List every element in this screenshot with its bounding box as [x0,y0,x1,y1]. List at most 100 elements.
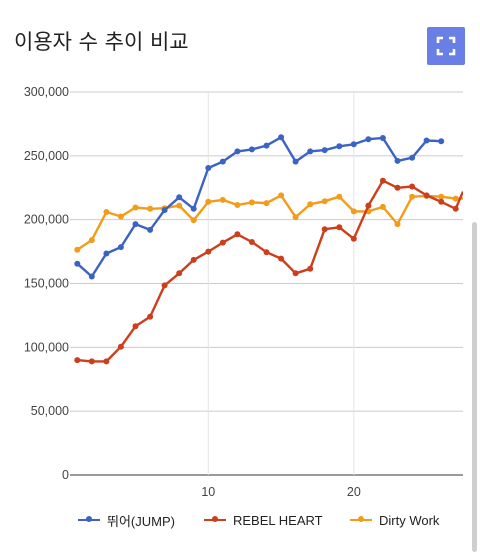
data-point-jump [379,135,386,141]
data-point-dirty-work [321,198,328,205]
legend-item-jump[interactable]: 뛰어(JUMP) [78,510,175,530]
y-tick-label: 150,000 [24,277,69,291]
data-point-jump [278,134,285,141]
data-point-rebel-heart [132,323,139,330]
data-point-dirty-work [438,193,445,200]
data-point-dirty-work [132,204,139,211]
data-point-jump [307,148,314,155]
data-point-dirty-work [219,196,226,203]
data-point-rebel-heart [147,313,154,320]
data-point-dirty-work [394,221,401,228]
data-point-dirty-work [278,192,285,199]
data-point-jump [88,273,95,280]
data-point-dirty-work [88,237,95,244]
data-point-dirty-work [452,195,459,202]
data-point-dirty-work [103,209,110,215]
data-point-jump [336,143,343,150]
scrollbar[interactable] [472,222,477,552]
data-point-dirty-work [379,203,386,210]
data-point-jump [394,157,401,164]
data-point-dirty-work [336,193,343,200]
y-tick-label: 50,000 [31,404,69,418]
legend-item-dirty-work[interactable]: Dirty Work [350,510,439,530]
data-point-rebel-heart [292,270,299,277]
fullscreen-icon [436,36,456,56]
data-point-rebel-heart [336,224,343,231]
data-point-rebel-heart [350,235,357,242]
data-point-rebel-heart [307,265,314,272]
y-tick-label: 0 [62,468,69,482]
data-point-dirty-work [409,193,416,200]
data-point-jump [438,138,445,145]
chart-legend: 뛰어(JUMP) REBEL HEART Dirty Work [0,510,480,530]
data-point-jump [190,205,197,212]
legend-swatch-dirty-work [350,516,372,522]
data-point-rebel-heart [423,192,430,199]
data-point-rebel-heart [161,282,168,289]
data-point-dirty-work [117,213,124,220]
data-point-dirty-work [307,201,314,208]
data-point-rebel-heart [88,358,95,365]
data-point-dirty-work [350,208,357,215]
data-point-jump [234,148,241,155]
data-point-rebel-heart [438,198,445,205]
data-point-jump [147,226,154,233]
legend-swatch-jump [78,516,100,522]
data-point-rebel-heart [205,248,212,255]
legend-label-jump: 뛰어(JUMP) [107,513,175,529]
x-tick-label: 10 [201,485,215,499]
series-line-jump [76,136,442,278]
x-tick-label: 20 [347,485,361,499]
data-point-jump [117,244,124,251]
legend-label-rebel-heart: REBEL HEART [233,512,323,528]
data-point-dirty-work [147,205,154,212]
data-point-jump [350,141,357,148]
data-point-dirty-work [74,246,81,253]
data-point-jump [205,165,212,171]
series-line-dirty-work [76,194,463,251]
data-point-jump [365,136,372,143]
data-point-rebel-heart [74,357,81,364]
y-tick-label: 250,000 [24,149,69,163]
data-point-rebel-heart [409,183,416,190]
chart-title: 이용자 수 추이 비교 [14,30,189,54]
legend-swatch-rebel-heart [204,516,226,522]
data-point-dirty-work [205,198,212,205]
y-tick-label: 100,000 [24,340,69,354]
series-line-rebel-heart [77,179,463,363]
data-point-dirty-work [248,199,255,206]
data-point-rebel-heart [394,184,401,191]
data-point-rebel-heart [278,255,285,262]
y-tick-label: 300,000 [24,85,69,99]
data-point-jump [103,250,110,257]
data-point-dirty-work [234,202,241,208]
legend-item-rebel-heart[interactable]: REBEL HEART [204,510,323,530]
data-point-rebel-heart [234,231,241,238]
data-point-jump [132,221,139,228]
data-point-rebel-heart [219,239,226,246]
data-point-jump [292,158,299,165]
data-point-rebel-heart [248,239,255,245]
y-tick-label: 200,000 [24,213,69,227]
data-point-jump [409,154,416,161]
data-point-jump [219,158,226,165]
data-point-jump [321,147,328,154]
legend-label-dirty-work: Dirty Work [379,512,440,528]
data-point-rebel-heart [379,177,386,184]
data-point-jump [263,142,270,149]
data-point-jump [176,194,183,201]
data-point-dirty-work [292,214,299,221]
data-point-jump [74,260,81,267]
data-point-dirty-work [190,217,197,224]
data-point-rebel-heart [190,256,197,263]
data-point-rebel-heart [117,343,124,350]
data-point-rebel-heart [176,270,183,277]
data-point-jump [423,137,430,144]
fullscreen-button[interactable] [427,27,465,65]
data-point-rebel-heart [365,202,372,209]
data-point-rebel-heart [452,205,459,212]
data-point-dirty-work [263,200,270,207]
data-point-jump [161,207,168,214]
data-point-rebel-heart [103,358,110,365]
